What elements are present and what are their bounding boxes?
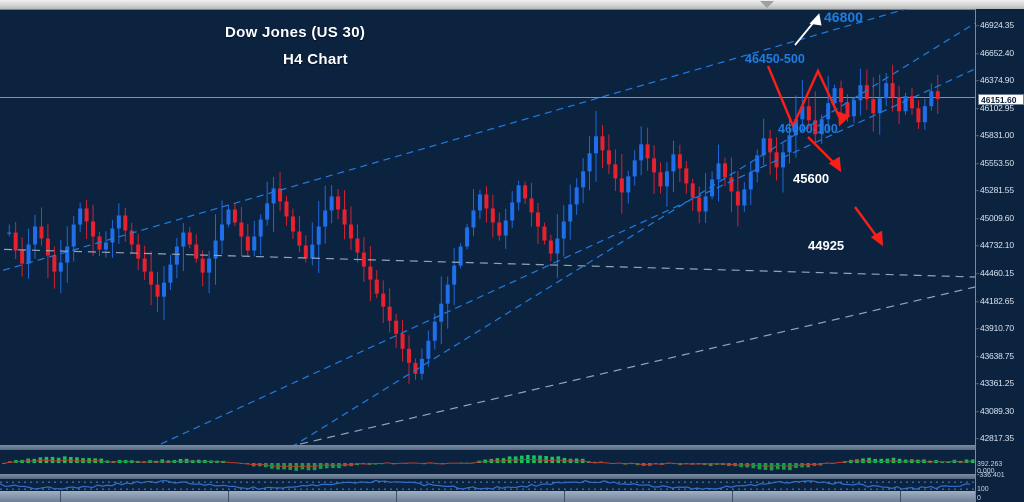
chart-instrument-title: Dow Jones (US 30): [225, 24, 366, 41]
bullish-target-arrow: [794, 13, 822, 46]
price-tick: -44732.10: [976, 240, 1014, 251]
price-tick: -46652.40: [976, 47, 1014, 58]
annotation-target-44925: 44925: [808, 238, 845, 253]
horizontal-support-line: [0, 248, 975, 278]
long-term-support-line: [293, 286, 975, 445]
price-tick: -44182.65: [976, 295, 1014, 306]
price-tick: -45831.00: [976, 130, 1014, 141]
candlestick-series: [7, 64, 940, 384]
annotation-target-46800: 46800: [824, 9, 863, 25]
steep-support-line: [293, 22, 975, 445]
price-tick: -46374.90: [976, 75, 1014, 86]
oscillator-lower-label: 0: [977, 495, 981, 502]
price-tick: -43910.70: [976, 323, 1014, 334]
price-tick: -46924.35: [976, 20, 1014, 30]
annotation-zone-46000-100: 46000-100: [778, 122, 838, 136]
price-tick: -43089.30: [976, 405, 1014, 416]
macd-lower-label: -336.401: [977, 472, 1005, 479]
macd-zero-label: 0.000: [977, 468, 995, 475]
oscillator-line: [0, 479, 971, 490]
trendline-group: [0, 9, 975, 445]
price-tick: -43638.75: [976, 350, 1014, 361]
oscillator-indicator-pane[interactable]: [0, 479, 975, 491]
ascending-channel-lower-line: [157, 68, 975, 445]
macd-canvas: [2, 454, 975, 471]
price-tick: -45553.50: [976, 157, 1014, 168]
ascending-channel-upper-line: [0, 9, 909, 272]
macd-indicator-pane[interactable]: [0, 450, 975, 474]
oscillator-level-dots: [0, 481, 974, 490]
price-axis[interactable]: -46924.35 -46652.40 -46374.90 -46102.95 -458…: [975, 9, 1024, 502]
forecast-arrowhead-2: [828, 156, 842, 173]
price-tick: -43361.25: [976, 378, 1014, 389]
forecast-arrowhead-3: [870, 230, 883, 247]
pane-divider-1[interactable]: [0, 445, 1024, 450]
application-toolbar[interactable]: [0, 0, 1024, 10]
price-tick: -42817.35: [976, 433, 1014, 444]
price-tick: -44460.15: [976, 267, 1014, 278]
current-price-line: [0, 97, 975, 98]
chart-timeframe-title: H4 Chart: [283, 51, 348, 68]
price-chart-pane[interactable]: Dow Jones (US 30) H4 Chart 46800 46450-5…: [0, 9, 975, 445]
forecast-arrowhead-1: [838, 111, 851, 127]
toolbar-caret-icon: [760, 1, 774, 8]
oscillator-canvas: [0, 479, 974, 490]
macd-signal-line: [3, 458, 973, 468]
price-tick: -45009.60: [976, 212, 1014, 223]
price-tick: -46102.95: [976, 102, 1014, 113]
pane-divider-2[interactable]: [0, 474, 1024, 479]
oscillator-upper-label: 100: [977, 486, 989, 493]
forecast-projection-path: [766, 65, 883, 247]
chart-canvas: [0, 9, 975, 445]
price-tick: -45281.55: [976, 185, 1014, 196]
annotation-target-45600: 45600: [793, 171, 830, 186]
current-price-label: 46151.60: [978, 94, 1024, 105]
annotation-zone-46450-500: 46450-500: [745, 52, 805, 66]
time-axis[interactable]: [0, 491, 1024, 502]
macd-upper-label: 392.263: [977, 461, 1003, 468]
